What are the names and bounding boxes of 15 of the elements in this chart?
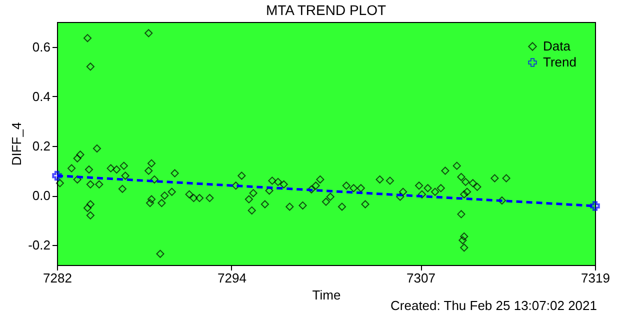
y-tick-label: 0.2 bbox=[32, 138, 50, 154]
y-tick-label: 0.4 bbox=[32, 88, 50, 104]
y-tick-label: -0.2 bbox=[28, 238, 50, 253]
y-tick-label: 0.6 bbox=[32, 39, 50, 54]
x-tick-label: 7282 bbox=[43, 270, 72, 286]
x-tick-label: 7319 bbox=[581, 270, 610, 286]
legend-label: Trend bbox=[543, 54, 576, 70]
text: Created: Thu Feb 25 13:07:02 2021 bbox=[390, 298, 597, 313]
chart-title: MTA TREND PLOT bbox=[266, 2, 386, 18]
y-axis-title: DIFF_4 bbox=[9, 122, 24, 166]
x-tick-label: 7307 bbox=[406, 270, 436, 286]
x-tick-label: 7294 bbox=[218, 270, 246, 286]
x-axis-title: Time bbox=[312, 288, 341, 302]
legend-label: Data bbox=[543, 38, 572, 54]
y-tick-label: 0.0 bbox=[32, 188, 50, 204]
